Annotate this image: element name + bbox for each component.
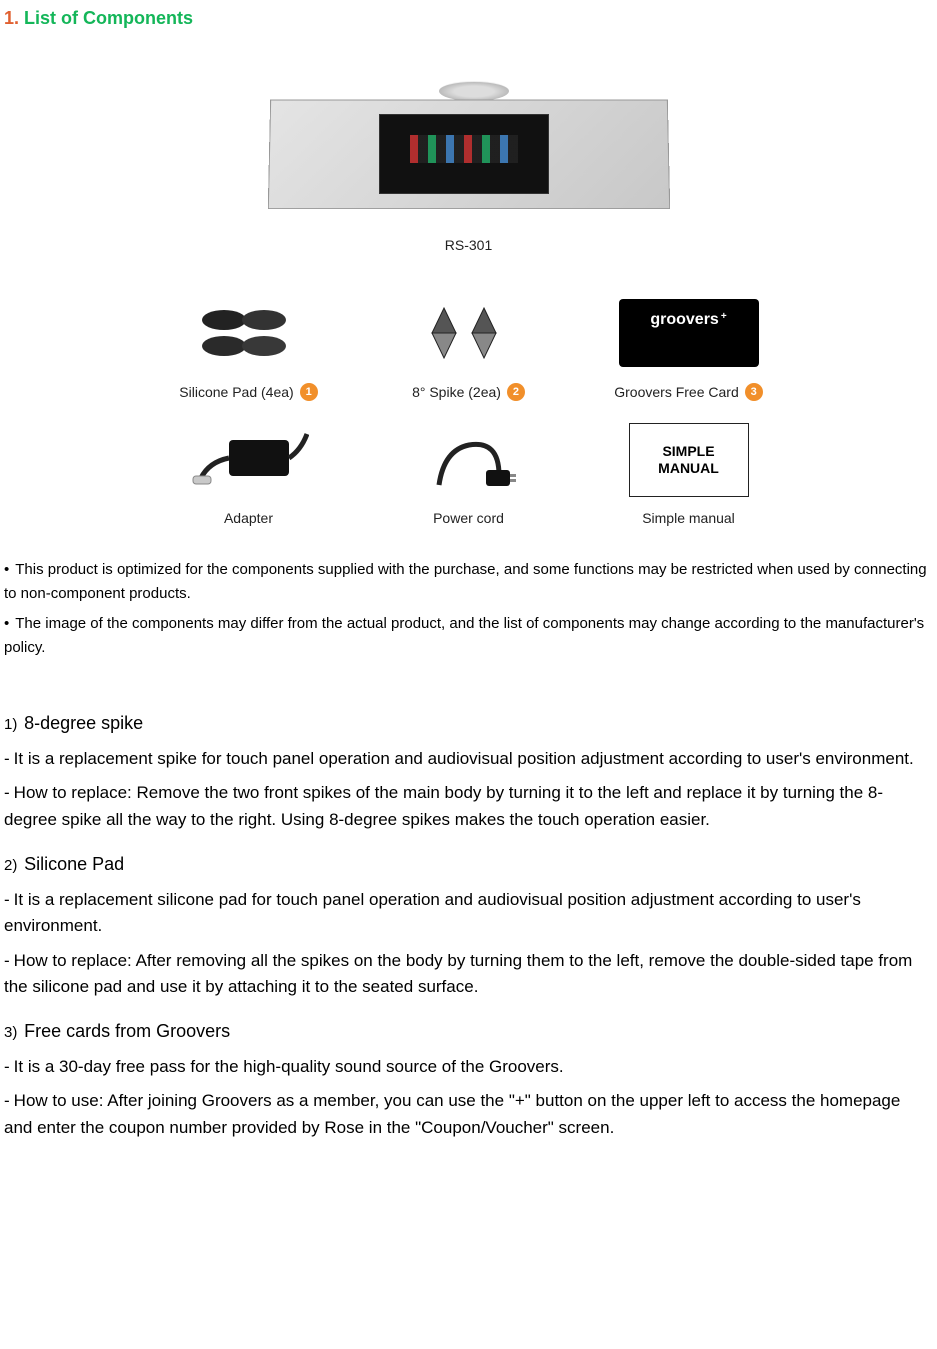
main-product-model: RS-301 xyxy=(445,237,492,253)
badge-icon: 3 xyxy=(745,383,763,401)
section-heading: 1. List of Components xyxy=(4,8,933,29)
subsection-1: 1) 8-degree spike -It is a replacement s… xyxy=(4,710,933,833)
sub-paragraph: -How to replace: After removing all the … xyxy=(4,948,933,1001)
badge-icon: 1 xyxy=(300,383,318,401)
sub-paragraph: -It is a replacement spike for touch pan… xyxy=(4,746,933,772)
component-power-cord: Power cord xyxy=(379,420,559,528)
subsection-2: 2) Silicone Pad -It is a replacement sil… xyxy=(4,851,933,1000)
spike-icon xyxy=(379,293,559,373)
main-product-image xyxy=(259,59,679,229)
sub-number: 1) xyxy=(4,716,17,733)
heading-number: 1. xyxy=(4,8,19,28)
adapter-icon xyxy=(159,420,339,500)
component-groovers-card: groovers+ Groovers Free Card 3 xyxy=(599,293,779,402)
component-label: Groovers Free Card xyxy=(614,384,738,400)
sub-title: 8-degree spike xyxy=(24,713,143,733)
component-spike: 8° Spike (2ea) 2 xyxy=(379,293,559,402)
component-label: Simple manual xyxy=(642,510,735,526)
note-item: •The image of the components may differ … xyxy=(4,612,933,660)
sub-paragraph: -How to replace: Remove the two front sp… xyxy=(4,780,933,833)
component-label: Power cord xyxy=(433,510,504,526)
sub-title: Free cards from Groovers xyxy=(24,1021,230,1041)
sub-number: 3) xyxy=(4,1024,17,1041)
component-simple-manual: SIMPLE MANUAL Simple manual xyxy=(599,420,779,528)
subsection-3: 3) Free cards from Groovers -It is a 30-… xyxy=(4,1018,933,1141)
sub-title: Silicone Pad xyxy=(24,854,124,874)
simple-manual-icon: SIMPLE MANUAL xyxy=(599,420,779,500)
note-item: •This product is optimized for the compo… xyxy=(4,558,933,606)
sub-paragraph: -It is a replacement silicone pad for to… xyxy=(4,887,933,940)
sub-paragraph: -How to use: After joining Groovers as a… xyxy=(4,1088,933,1141)
component-label: 8° Spike (2ea) xyxy=(412,384,501,400)
heading-title: List of Components xyxy=(24,8,193,28)
component-silicone-pad: Silicone Pad (4ea) 1 xyxy=(159,293,339,402)
badge-icon: 2 xyxy=(507,383,525,401)
notes-block: •This product is optimized for the compo… xyxy=(4,558,933,660)
components-grid: Silicone Pad (4ea) 1 8° Spike (2ea) 2 gr… xyxy=(159,293,779,528)
component-adapter: Adapter xyxy=(159,420,339,528)
sub-number: 2) xyxy=(4,857,17,874)
groovers-card-icon: groovers+ xyxy=(599,293,779,373)
component-label: Silicone Pad (4ea) xyxy=(179,384,293,400)
silicone-pad-icon xyxy=(159,293,339,373)
sub-paragraph: -It is a 30-day free pass for the high-q… xyxy=(4,1054,933,1080)
power-cord-icon xyxy=(379,420,559,500)
component-label: Adapter xyxy=(224,510,273,526)
main-product-figure: RS-301 xyxy=(189,59,749,253)
